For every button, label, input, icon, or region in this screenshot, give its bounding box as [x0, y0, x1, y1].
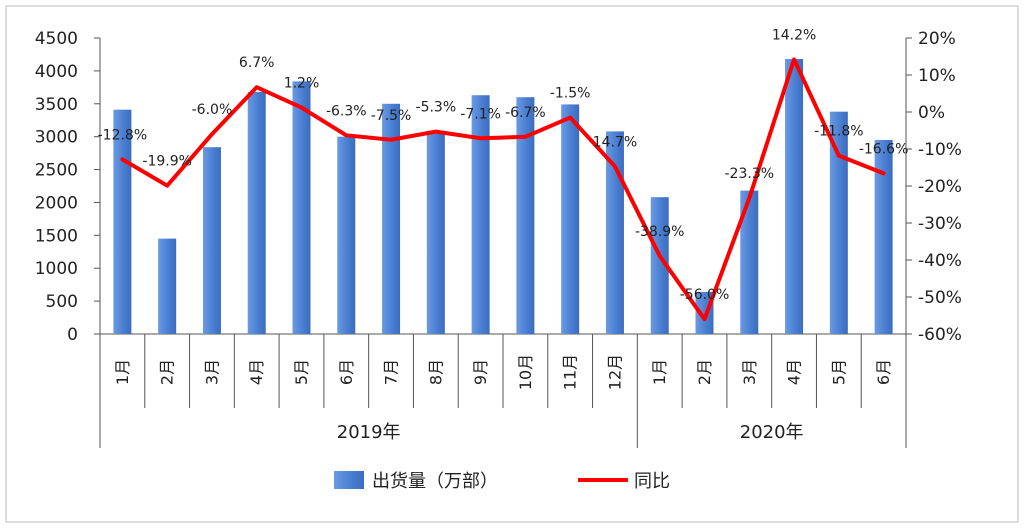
y-left-tick-label: 0	[67, 325, 78, 345]
data-label: 14.7%	[593, 134, 637, 150]
y-right-tick-label: -20%	[918, 177, 962, 197]
data-label: -6.0%	[192, 102, 233, 118]
y-left-tick-label: 4500	[35, 29, 78, 49]
data-label: -5.3%	[416, 100, 457, 116]
y-right-tick-label: -60%	[918, 325, 962, 345]
data-label: 1.2%	[284, 76, 320, 92]
data-label: -23.3%	[725, 166, 775, 182]
legend-label: 同比	[634, 471, 670, 492]
bar	[426, 130, 445, 334]
series-line	[120, 57, 886, 322]
data-label: -7.5%	[371, 108, 412, 124]
y-left-tick-label: 1500	[35, 226, 78, 246]
bar	[382, 103, 401, 335]
bar	[829, 111, 848, 334]
x-tick-label: 9月	[471, 359, 490, 385]
x-tick-label: 5月	[292, 359, 311, 385]
data-label: -7.1%	[460, 106, 501, 122]
legend-bar-swatch	[334, 471, 364, 489]
y-left-tick-label: 3000	[35, 128, 78, 148]
data-label: -38.9%	[635, 224, 685, 240]
bar	[202, 147, 221, 334]
x-tick-label: 3月	[202, 359, 221, 385]
y-left-tick-label: 3500	[35, 95, 78, 115]
data-label: 14.2%	[772, 27, 816, 43]
bar	[292, 81, 311, 334]
bar	[471, 95, 490, 334]
bar	[740, 190, 759, 334]
data-label: -6.3%	[326, 103, 367, 119]
y-left-tick-label: 500	[46, 292, 78, 312]
x-tick-label: 7月	[382, 359, 401, 385]
legend-label: 出货量（万部）	[372, 471, 498, 492]
x-tick-label: 6月	[337, 359, 356, 385]
x-tick-label: 2月	[158, 359, 177, 385]
x-group-label: 2020年	[740, 422, 804, 443]
chart-border	[5, 5, 1019, 523]
data-label: -16.6%	[859, 141, 909, 157]
y-right-tick-label: 10%	[918, 66, 956, 86]
bar	[113, 109, 132, 334]
data-label: -12.8%	[98, 127, 148, 143]
x-tick-label: 11月	[561, 354, 580, 390]
bar	[247, 91, 266, 334]
y-left-tick-label: 1000	[35, 259, 78, 279]
y-right-tick-label: 20%	[918, 29, 956, 49]
y-right-tick-label: -40%	[918, 251, 962, 271]
x-tick-label: 4月	[785, 359, 804, 385]
x-tick-label: 4月	[247, 359, 266, 385]
x-tick-label: 10月	[516, 354, 535, 390]
y-right-tick-label: -10%	[918, 140, 962, 160]
x-tick-label: 1月	[650, 359, 669, 385]
data-label: 6.7%	[239, 55, 275, 71]
bar	[158, 238, 177, 334]
bar	[650, 197, 669, 334]
x-tick-label: 5月	[829, 359, 848, 385]
data-label: -6.7%	[505, 105, 546, 121]
x-tick-label: 6月	[874, 359, 893, 385]
data-label: -1.5%	[550, 86, 591, 102]
bar	[561, 104, 580, 335]
y-left-tick-label: 2000	[35, 193, 78, 213]
x-tick-label: 8月	[426, 359, 445, 385]
x-tick-label: 1月	[113, 359, 132, 385]
bar	[605, 131, 624, 334]
bar	[516, 97, 535, 334]
x-tick-label: 3月	[740, 359, 759, 385]
data-label: -11.8%	[814, 124, 864, 140]
y-left-tick-label: 2500	[35, 161, 78, 181]
x-group-label: 2019年	[337, 422, 401, 443]
bar	[337, 136, 356, 334]
y-right-tick-label: -50%	[918, 288, 962, 308]
data-label: -56.0%	[680, 287, 730, 303]
x-tick-label: 12月	[605, 354, 624, 390]
y-left-tick-label: 4000	[35, 62, 78, 82]
bar	[785, 59, 804, 334]
x-tick-label: 2月	[695, 359, 714, 385]
bar	[874, 139, 893, 334]
y-right-tick-label: 0%	[918, 103, 945, 123]
data-label: -19.9%	[142, 154, 192, 170]
y-right-tick-label: -30%	[918, 214, 962, 234]
